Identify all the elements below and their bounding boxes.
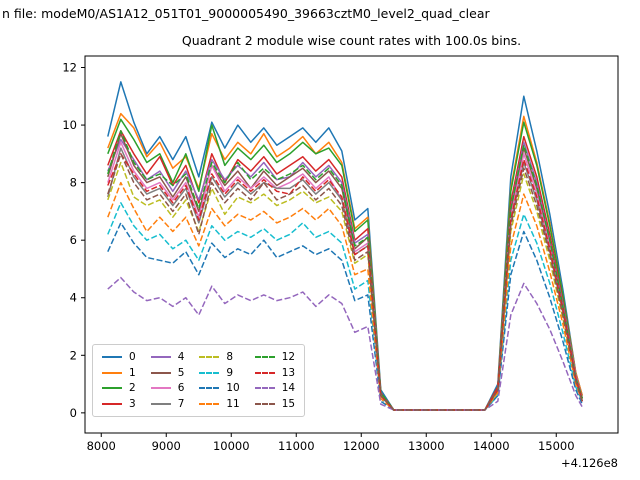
legend-line-sample: [199, 356, 220, 359]
legend-line-sample: [150, 371, 171, 374]
axes-frame: [84, 55, 619, 434]
legend-label: 4: [177, 351, 185, 363]
series-line-11: [107, 181, 584, 411]
legend-item-15: 15: [254, 397, 296, 411]
legend-line-sample: [254, 403, 275, 406]
legend-line-sample: [150, 403, 171, 406]
legend-line-sample: [102, 403, 122, 406]
legend-item-14: 14: [254, 382, 296, 395]
legend-item-1: 1: [102, 367, 136, 380]
legend-line-sample: [102, 387, 122, 390]
legend-item-4: 4: [150, 351, 185, 364]
legend-label: 9: [226, 366, 234, 379]
legend-item-9: 9: [199, 367, 239, 380]
series-line-14: [107, 276, 583, 411]
legend-label: 14: [281, 382, 296, 395]
legend-line-sample: [150, 387, 171, 390]
legend-line-sample: [254, 371, 275, 374]
y-tick-label: 4: [70, 291, 77, 305]
series-line-15: [107, 153, 584, 411]
legend-label: 15: [281, 397, 296, 410]
y-tick-label: 2: [70, 348, 77, 362]
legend-label: 2: [129, 382, 136, 395]
legend-line-sample: [199, 387, 220, 390]
legend-label: 12: [281, 351, 296, 363]
x-tick-label: 15000: [538, 439, 575, 453]
x-tick-label: 8000: [87, 439, 116, 453]
legend-item-3: 3: [102, 398, 136, 411]
legend-label: 3: [129, 397, 136, 410]
legend-item-2: 2: [102, 382, 136, 395]
series-line-13: [107, 153, 584, 411]
legend-item-6: 6: [150, 382, 185, 395]
legend-label: 10: [226, 382, 240, 395]
legend-line-sample: [199, 371, 220, 374]
series-line-9: [107, 202, 583, 411]
x-axis-offset-label: +4.126e8: [561, 456, 618, 470]
x-tick-label: 10000: [213, 439, 250, 453]
x-tick-label: 14000: [473, 439, 510, 453]
legend-label: 11: [226, 397, 240, 410]
legend-line-sample: [254, 356, 275, 359]
legend-item-12: 12: [254, 351, 296, 364]
legend-label: 5: [177, 366, 185, 379]
legend-line-sample: [102, 371, 122, 374]
legend-item-5: 5: [150, 366, 185, 380]
legend-line-sample: [254, 387, 275, 390]
legend-item-7: 7: [150, 397, 185, 411]
x-tick-label: 13000: [408, 439, 445, 453]
y-tick-label: 8: [70, 176, 77, 190]
legend-label: 8: [226, 351, 234, 363]
legend-item-8: 8: [199, 351, 239, 364]
legend-line-sample: [199, 403, 220, 406]
axes-title: Quadrant 2 module wise count rates with …: [181, 33, 522, 48]
legend-label: 0: [129, 351, 136, 363]
legend-line-sample: [150, 356, 171, 359]
series-line-10: [107, 222, 583, 411]
legend: 0 1 2 3 4 5 6 7 8 9 10 11 12 13 14 15: [92, 344, 306, 418]
x-tick-label: 11000: [278, 439, 315, 453]
y-tick-label: 0: [70, 406, 77, 420]
legend-label: 6: [177, 382, 185, 395]
x-tick-label: 9000: [152, 439, 181, 453]
legend-item-10: 10: [199, 382, 240, 395]
legend-label: 13: [281, 366, 296, 379]
legend-line-sample: [102, 356, 122, 359]
legend-item-11: 11: [199, 397, 240, 411]
legend-label: 1: [129, 366, 136, 379]
legend-item-0: 0: [102, 351, 136, 364]
y-tick-label: 10: [62, 118, 77, 132]
legend-item-13: 13: [254, 366, 296, 380]
x-tick-label: 12000: [343, 439, 380, 453]
y-tick-label: 6: [70, 233, 77, 247]
legend-label: 7: [177, 397, 185, 410]
figure-title: n file: modeM0/AS1A12_051T01_9000005490_…: [2, 6, 490, 21]
y-tick-label: 12: [62, 61, 77, 75]
